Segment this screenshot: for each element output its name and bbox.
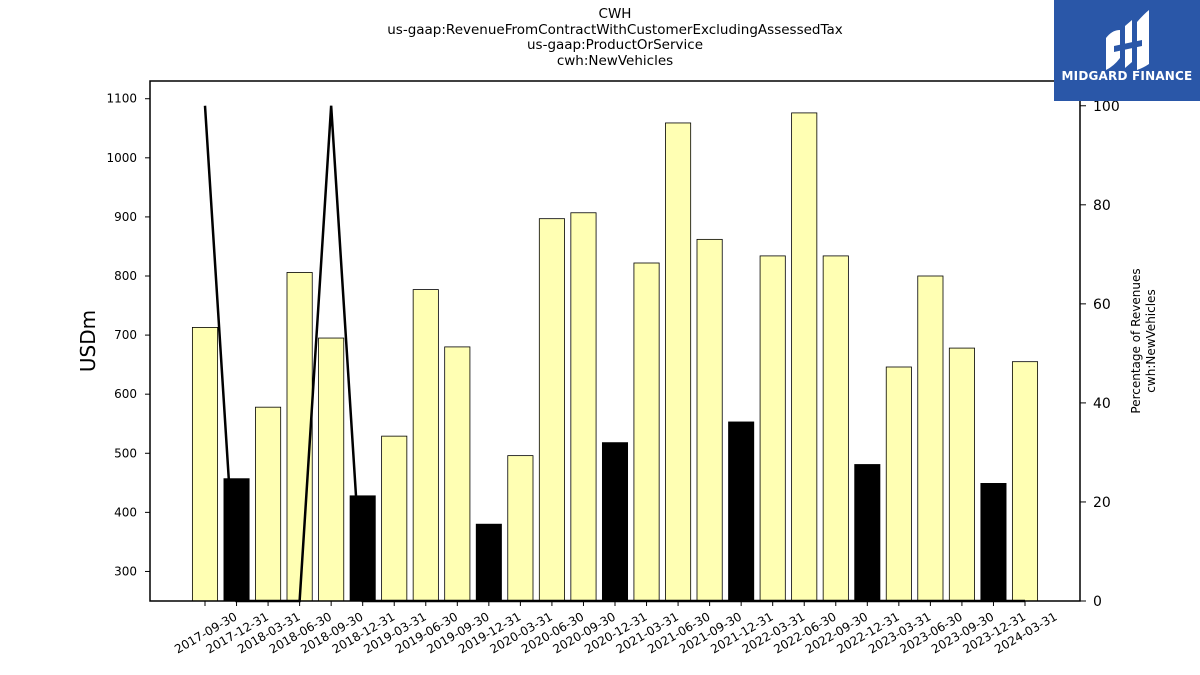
chart-title-line-2: us-gaap:RevenueFromContractWithCustomerE… bbox=[387, 21, 843, 38]
y2-tick-label: 100 bbox=[1093, 99, 1120, 115]
bar-2020-09-30 bbox=[570, 212, 597, 602]
bar-2022-09-30 bbox=[822, 255, 849, 602]
bar-2021-12-31 bbox=[728, 421, 755, 602]
bar-2022-06-30 bbox=[791, 112, 818, 602]
bar-2018-09-30 bbox=[318, 337, 345, 602]
bar-2017-09-30 bbox=[191, 327, 219, 602]
chart-title-line-3: us-gaap:ProductOrService bbox=[526, 37, 704, 54]
chart-title: CWH us-gaap:RevenueFromContractWithCusto… bbox=[0, 6, 1200, 69]
bar-2023-03-31 bbox=[885, 366, 912, 602]
y2-tick-label: 40 bbox=[1093, 396, 1111, 412]
y-tick-label: 1100 bbox=[106, 92, 137, 106]
bar-2020-12-31 bbox=[601, 442, 629, 602]
bar-2022-12-31 bbox=[854, 464, 881, 602]
bar-2019-03-31 bbox=[381, 435, 408, 602]
y-tick-label: 1000 bbox=[106, 151, 137, 165]
y-axis-label: USDm bbox=[76, 310, 100, 372]
y2-axis-label-line-2: cwh:NewVehicles bbox=[1144, 289, 1158, 392]
logo-mark-icon bbox=[1106, 10, 1149, 70]
bar-2021-06-30 bbox=[665, 122, 692, 602]
y-tick-label: 400 bbox=[114, 505, 137, 519]
bar-2017-12-31 bbox=[223, 478, 250, 602]
logo-text: MIDGARD FINANCE bbox=[1061, 69, 1193, 83]
y2-tick-label: 60 bbox=[1093, 297, 1111, 313]
y-tick-label: 300 bbox=[114, 564, 137, 578]
y-tick-label: 800 bbox=[114, 269, 137, 283]
x-axis: 2017-09-302017-12-312018-03-312018-06-30… bbox=[172, 601, 1060, 656]
y2-tick-label: 0 bbox=[1093, 594, 1102, 610]
y-tick-label: 700 bbox=[114, 328, 137, 342]
y2-tick-label: 20 bbox=[1093, 495, 1111, 511]
midgard-finance-logo: MIDGARD FINANCE bbox=[1054, 0, 1200, 101]
y-tick-label: 600 bbox=[114, 387, 137, 401]
bar-2023-12-31 bbox=[980, 483, 1007, 602]
chart-title-line-1: CWH bbox=[598, 6, 632, 22]
y2-axis-label-line-1: Percentage of Revenues bbox=[1129, 268, 1143, 413]
y-axis-left: 300 400 500 600 700 800 900 1000 1100 bbox=[106, 92, 150, 578]
bars-group bbox=[191, 112, 1039, 602]
bar-2018-06-30 bbox=[286, 272, 313, 602]
bar-2019-09-30 bbox=[444, 346, 471, 602]
chart-title-line-4: cwh:NewVehicles bbox=[556, 52, 674, 69]
y-tick-label: 500 bbox=[114, 446, 137, 460]
bar-2023-06-30 bbox=[917, 275, 944, 602]
bar-2020-03-31 bbox=[507, 455, 534, 602]
bar-2021-09-30 bbox=[696, 238, 723, 602]
bar-2023-09-30 bbox=[948, 347, 975, 602]
bar-2019-12-31 bbox=[475, 523, 502, 602]
y2-tick-label: 80 bbox=[1093, 198, 1111, 214]
bar-2024-03-31 bbox=[1011, 361, 1039, 602]
y-tick-label: 900 bbox=[114, 210, 137, 224]
bar-2018-03-31 bbox=[255, 406, 282, 602]
bar-2019-06-30 bbox=[412, 289, 439, 602]
bar-2021-03-31 bbox=[633, 262, 660, 602]
bar-2022-03-31 bbox=[759, 255, 786, 602]
y-axis-right: 0 20 40 60 80 100 bbox=[1080, 99, 1120, 610]
bar-2020-06-30 bbox=[538, 218, 565, 602]
